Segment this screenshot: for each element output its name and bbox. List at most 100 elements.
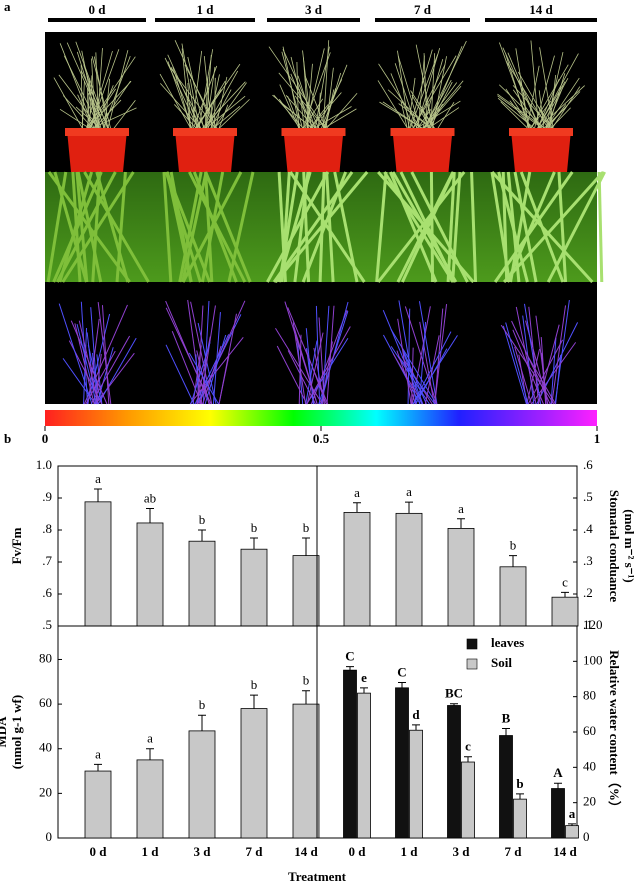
significance-letter: BC [445,686,463,701]
pot [392,130,453,172]
fluorescent-blade [424,335,440,405]
fluorescent-blade [320,301,349,405]
significance-letter: b [251,677,258,692]
fluorescent-blade [502,325,527,405]
significance-letter: b [199,512,206,527]
y-tick-label: 60 [583,723,596,738]
y-tick-label: 40 [39,740,52,755]
error-bar [94,763,102,772]
leaf [83,171,150,283]
leaf [115,171,127,283]
x-tick-label: 14 d [294,844,318,859]
fluorescent-blade [434,308,444,405]
bar [499,566,527,627]
grass-blade [517,71,553,133]
grass-blade [378,63,424,133]
error-bar [146,748,154,760]
fluorescent-blade [404,306,438,405]
y-tick-label: 40 [583,758,596,773]
fluorescent-blade [318,317,325,405]
error-bar [198,529,206,542]
bar [136,759,164,839]
legend-label: leaves [491,635,524,650]
grass-blade [533,85,585,133]
fluorescent-blade [306,326,351,405]
bar [188,730,216,839]
leaf [227,171,255,283]
grass-blade [539,47,555,133]
bar [343,669,357,839]
grass-blade [281,103,318,133]
fluorescent-blade [204,334,227,405]
grass-blade [86,88,116,133]
significance-letter: d [412,707,420,722]
grass-blade [198,81,246,133]
fluorescent-blade [527,355,556,405]
colorbar-label: 0.5 [313,431,330,446]
grass-blade [544,85,564,133]
leaf [165,171,212,283]
bar [292,703,320,839]
grass-blade [75,106,105,133]
legend-swatch [466,658,478,670]
leaf [506,171,556,283]
fluorescent-blade [390,328,437,405]
fluorescent-blade [198,300,246,405]
bar [513,798,527,839]
grass-blade [205,66,216,133]
grass-blade [528,64,569,133]
grass-blade [398,103,437,133]
fluorescent-blade [412,331,452,405]
significance-letter: b [303,673,310,688]
bar [461,761,475,839]
leaf [164,171,202,283]
grass-blade [91,56,112,133]
fluorescent-blade [551,305,567,405]
photo-panel [45,32,606,426]
y-tick-label: .3 [583,553,593,568]
grass-blade [174,40,217,133]
leaf [325,171,335,283]
bar [357,692,371,839]
grass-blade [217,104,229,133]
x-axis-label: Treatment [288,869,347,884]
leaf [47,171,131,283]
grass-blade [435,102,455,133]
leaf [546,171,606,283]
pot-rim [65,128,129,136]
y-tick-label: 80 [39,650,52,665]
grass-blade [167,64,219,133]
leaf [451,171,462,283]
colorbar [45,410,597,426]
grass-blade [53,77,85,133]
leaf [375,171,388,283]
significance-letter: C [397,665,406,680]
grass-blade [203,70,239,133]
leaf [396,171,455,283]
grass-blade [546,107,571,133]
fluorescent-blade [411,347,414,405]
fluorescent-blade [85,350,116,405]
y-tick-label: 100 [583,652,603,667]
error-bar [457,518,465,529]
y-tick-label: .4 [583,521,593,536]
y-axis-label: (nmol g-1 wf) [9,695,24,769]
grass-blade [106,50,129,133]
leaf [91,171,102,283]
significance-letter: a [95,746,101,761]
bar [292,555,320,627]
significance-letter: A [553,765,563,780]
leaf [513,171,538,283]
leaf [597,171,604,283]
grass-blade [500,101,532,133]
grass-blade [214,99,250,133]
y-tick-label: .8 [42,521,52,536]
fluorescent-blade [287,307,329,405]
y-tick-label: .5 [583,489,593,504]
fluorescent-blade [397,318,412,405]
significance-letter: B [502,710,511,725]
error-bar [94,488,102,502]
bar [136,522,164,627]
legend-label: Soil [491,655,512,670]
significance-letter: a [147,731,153,746]
